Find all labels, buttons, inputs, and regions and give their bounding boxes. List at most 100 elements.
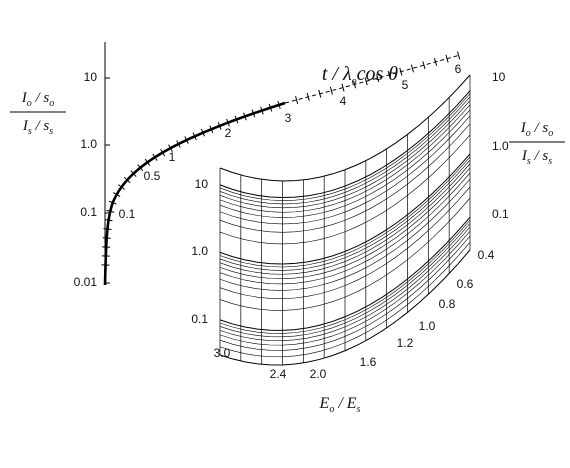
curve-tick (103, 228, 112, 230)
curve-tick (226, 118, 230, 127)
curve-tick (433, 57, 438, 66)
label-text: / s (531, 148, 549, 164)
curve-tick (445, 54, 449, 63)
curve-tick (387, 70, 391, 79)
curve-tick (130, 170, 137, 177)
label-text: I (521, 148, 528, 164)
label-text: I (520, 120, 527, 136)
curve-tick (364, 77, 368, 86)
curve-tick (160, 148, 166, 157)
label-subscript: o (49, 98, 54, 109)
label-subscript: s (548, 156, 552, 167)
tick-label: 3 (285, 111, 292, 125)
curve-tick (168, 144, 173, 152)
tick-label: 1.0 (492, 139, 509, 153)
tick-label: 1.2 (397, 336, 414, 350)
tick-label: 2.4 (270, 367, 287, 381)
curve-tick (318, 89, 322, 98)
label-text: cos θ (357, 63, 399, 85)
curve-tick (104, 219, 113, 222)
curve-tick (353, 80, 357, 89)
curve-tick (399, 67, 403, 76)
tick-label: 0.1 (492, 207, 509, 221)
tick-label: 0.1 (80, 205, 97, 219)
tick-label: 2.0 (310, 367, 327, 381)
label-subscript: o (27, 98, 32, 109)
label-text: I (22, 118, 29, 134)
curve-tick (176, 140, 181, 148)
tick-label: 10 (84, 70, 98, 84)
curve-tick (243, 112, 247, 121)
tick-label: 0.8 (439, 297, 456, 311)
label-text: E (319, 395, 330, 412)
tick-label: 0.01 (74, 275, 98, 289)
tick-label: 1.0 (419, 319, 436, 333)
curve-tick (268, 103, 273, 112)
tick-label: 5 (402, 78, 409, 92)
surface (219, 74, 471, 366)
curve-tick (102, 237, 111, 239)
axis-label: Io​ / so​ (520, 120, 554, 139)
tick-label: 10 (195, 177, 209, 191)
label-text: t / λ (322, 63, 352, 85)
curve-tick (329, 86, 333, 95)
curve-tick (108, 200, 117, 205)
tick-label: 0.6 (457, 277, 474, 291)
curve-tick (457, 51, 461, 60)
curve-tick (137, 164, 144, 172)
label-subscript: o (548, 128, 553, 139)
curve-tick (144, 158, 151, 166)
curve-tick (306, 92, 310, 101)
label-text: / s (531, 120, 549, 136)
curve-dashed (284, 54, 461, 104)
axis-label: Is​ / ss​ (521, 148, 552, 167)
curve-tick (295, 95, 299, 104)
curve-tick (209, 125, 214, 134)
curve-tick (251, 109, 256, 118)
curve-tick (184, 136, 189, 144)
label-subscript: s (527, 156, 531, 167)
curve-tick (152, 153, 158, 161)
tick-label: 1.6 (360, 355, 377, 369)
curve-tick (422, 61, 426, 70)
curve-tick (341, 83, 345, 92)
curve-tick (410, 64, 414, 73)
tick-label: 0.1 (119, 207, 136, 221)
surface-edge (219, 249, 471, 366)
curve-tick (117, 184, 126, 190)
tick-label: 4 (340, 94, 347, 108)
tick-label: 2 (225, 126, 232, 140)
curve-tick (376, 74, 380, 83)
curve-tick (217, 121, 222, 130)
tick-label: 0.5 (144, 169, 161, 183)
label-subscript: o (329, 404, 334, 415)
axis-label: t / λo​cos θ (322, 63, 398, 87)
label-text: / s (32, 118, 50, 134)
curve-solid (103, 101, 286, 286)
curve-tick (192, 132, 197, 141)
curve-tick (277, 100, 281, 109)
tick-label: 0.1 (191, 312, 208, 326)
tick-label: 1.0 (80, 137, 97, 151)
tick-label: 1.0 (191, 244, 208, 258)
tick-label: 0.4 (478, 248, 495, 262)
surface-edge (219, 74, 471, 182)
curve-tick (123, 176, 131, 184)
curve-tick (260, 106, 264, 115)
label-text: / s (32, 90, 50, 106)
curve-tick (106, 209, 115, 213)
axis-label: Eo​ / Es​ (319, 395, 361, 415)
curve-tick (234, 115, 239, 124)
axis-label: Io​ / so​ (21, 90, 55, 109)
label-subscript: s (28, 126, 32, 137)
label-text: / E (334, 395, 356, 412)
axis-label: Is​ / ss​ (22, 118, 53, 137)
label-subscript: o (526, 128, 531, 139)
label-subscript: s (49, 126, 53, 137)
curve-tick (112, 192, 121, 197)
label-text: I (21, 90, 28, 106)
tick-label: 3.0 (214, 346, 231, 360)
label-subscript: s (357, 404, 361, 415)
